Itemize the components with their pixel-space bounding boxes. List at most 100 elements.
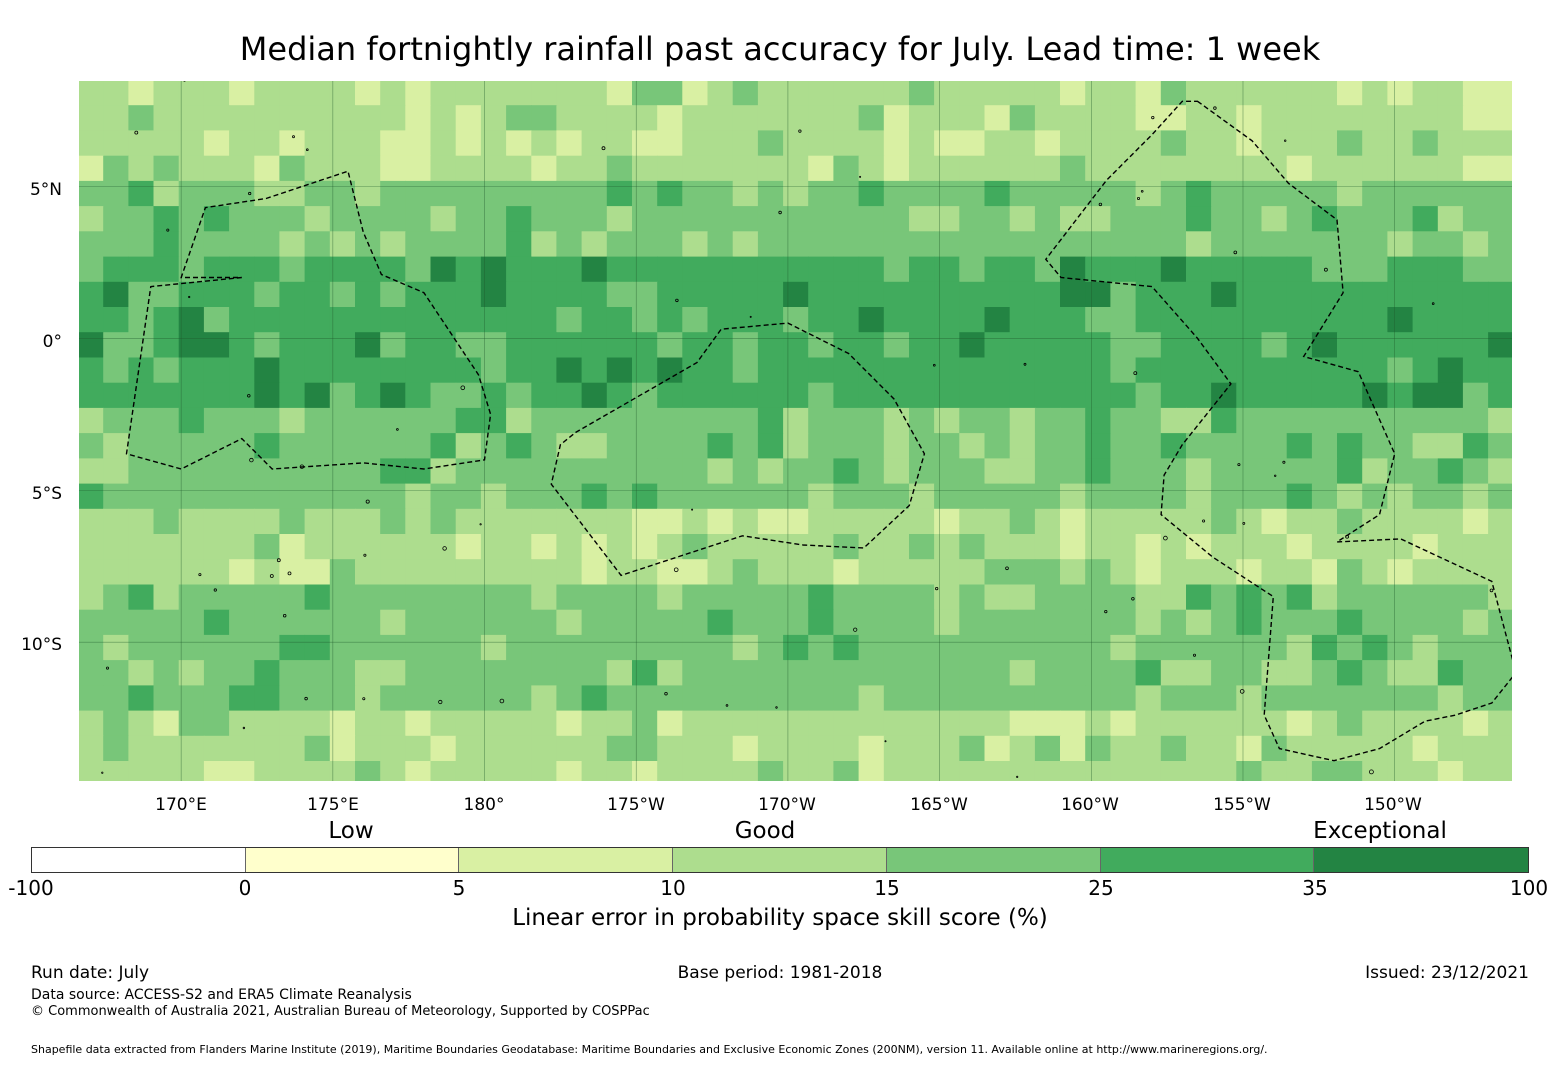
skill-cell (657, 155, 683, 182)
skill-cell (1085, 155, 1111, 182)
skill-cell (1362, 155, 1388, 182)
skill-cell (506, 534, 532, 560)
skill-cell (883, 332, 910, 358)
skill-cell (934, 382, 960, 409)
skill-cell (355, 307, 381, 333)
skill-cell (1211, 458, 1237, 485)
skill-cell (707, 407, 734, 434)
island-outline (1104, 609, 1108, 614)
skill-cell (883, 130, 910, 157)
skill-cell (329, 735, 356, 762)
skill-cell (757, 180, 784, 207)
skill-cell (531, 458, 558, 485)
skill-cell (455, 761, 482, 782)
skill-cell (883, 281, 910, 308)
skill-cell (1186, 155, 1212, 182)
skill-cell (1034, 483, 1061, 510)
skill-cell (1186, 508, 1212, 535)
skill-cell (480, 458, 507, 485)
skill-cell (279, 307, 306, 333)
skill-cell (1009, 660, 1036, 686)
island-outline (1193, 653, 1197, 657)
skill-cell (833, 180, 860, 207)
skill-cell (1387, 458, 1414, 485)
skill-cell (1009, 155, 1036, 182)
skill-cell (1387, 710, 1414, 737)
skill-cell (883, 508, 910, 535)
skill-cell (178, 357, 205, 384)
skill-cell (1437, 180, 1464, 207)
skill-cell (1060, 433, 1086, 459)
skill-cell (1236, 508, 1263, 535)
skill-cell (1085, 407, 1111, 434)
skill-cell (707, 155, 734, 182)
skill-cell (355, 332, 381, 358)
skill-cell (581, 761, 608, 782)
skill-cell (229, 559, 255, 585)
island-outline (1202, 519, 1206, 523)
skill-cell (606, 508, 633, 535)
skill-cell (1462, 660, 1489, 686)
skill-cell (506, 256, 532, 283)
skill-cell (455, 180, 482, 207)
skill-cell (757, 80, 784, 106)
skill-cell (103, 609, 129, 636)
skill-cell (103, 508, 129, 535)
skill-cell (1286, 559, 1313, 585)
skill-cell (1034, 281, 1061, 308)
skill-cell (732, 483, 759, 510)
skill-cell (1085, 458, 1111, 485)
skill-cell (1186, 307, 1212, 333)
skill-cell (581, 735, 608, 762)
skill-cell (1135, 685, 1162, 712)
skill-cell (153, 80, 180, 106)
map-title: Median fortnightly rainfall past accurac… (239, 30, 1321, 68)
skill-cell (329, 660, 356, 686)
skill-cell (1286, 130, 1313, 157)
skill-cell (757, 231, 784, 258)
skill-cell (833, 80, 860, 106)
skill-cell (833, 231, 860, 258)
island-outline (213, 588, 217, 592)
colorbar (31, 847, 1529, 873)
skill-cell (254, 80, 281, 106)
skill-cell (1286, 660, 1313, 686)
island-outline (101, 771, 104, 774)
skill-cell (103, 180, 129, 207)
skill-cell (909, 710, 935, 737)
skill-cell (833, 332, 860, 358)
skill-cell (984, 332, 1011, 358)
skill-cell (480, 735, 507, 762)
skill-cell (455, 634, 482, 661)
skill-cell (1060, 105, 1086, 131)
skill-cell (1362, 584, 1388, 611)
skill-cell (984, 155, 1011, 182)
skill-cell (531, 483, 558, 510)
skill-cell (103, 559, 129, 585)
skill-cell (1236, 483, 1263, 510)
colorbar-tick: 15 (874, 876, 900, 900)
skill-cell (808, 180, 834, 207)
skill-cell (757, 206, 784, 232)
skill-cell (178, 761, 205, 782)
skill-cell (1085, 584, 1111, 611)
skill-cell (78, 761, 104, 782)
skill-cell (909, 281, 935, 308)
skill-cell (355, 559, 381, 585)
skill-cell (1186, 180, 1212, 207)
skill-cell (1186, 206, 1212, 232)
skill-cell (1186, 559, 1212, 585)
skill-cell (556, 80, 583, 106)
skill-cell (203, 105, 230, 131)
skill-cell (1488, 710, 1513, 737)
skill-cell (909, 660, 935, 686)
skill-cell (1462, 206, 1489, 232)
skill-cell (1211, 735, 1237, 762)
skill-cell (1261, 609, 1288, 636)
skill-cell (1412, 407, 1439, 434)
island-outline (242, 726, 246, 730)
skill-cell (732, 534, 759, 560)
skill-cell (1437, 382, 1464, 409)
skill-cell (355, 407, 381, 434)
colorbar-segment (1314, 848, 1529, 872)
